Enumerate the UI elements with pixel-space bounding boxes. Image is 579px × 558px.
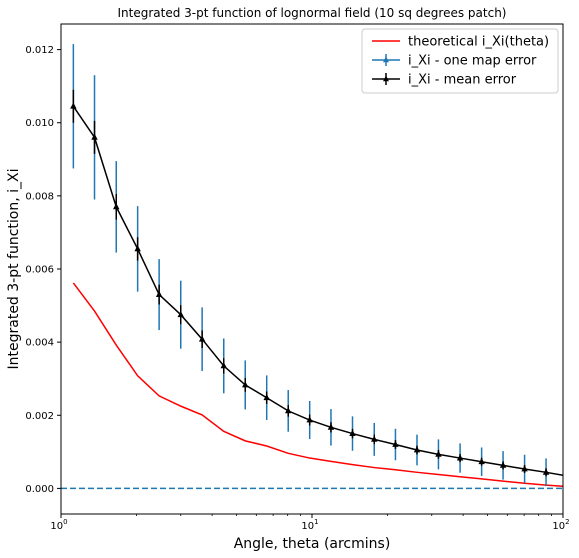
- mean-marker: [521, 465, 528, 472]
- legend-swatch-marker: [383, 56, 389, 63]
- mean-marker: [155, 290, 163, 297]
- x-tick-base: 10: [301, 521, 314, 532]
- y-tick-label: 0.000: [25, 484, 54, 495]
- x-tick-exponent: 1: [314, 518, 318, 526]
- mean-marker: [91, 133, 98, 140]
- series-theoretical-line: [72, 282, 563, 487]
- legend-box: [361, 28, 559, 94]
- y-tick-label: 0.002: [25, 411, 54, 422]
- mean-marker: [349, 429, 356, 436]
- legend-label: i_Xi - mean error: [408, 73, 517, 88]
- mean-marker: [371, 435, 378, 442]
- mean-marker: [435, 450, 442, 457]
- mean-marker: [392, 440, 399, 447]
- x-tick-base: 10: [50, 521, 63, 532]
- x-tick-exponent: 2: [565, 518, 569, 526]
- mean-marker: [198, 335, 206, 342]
- y-tick-label: 0.012: [25, 45, 54, 56]
- y-tick-label: 0.004: [25, 338, 54, 349]
- y-axis-title: Integrated 3-pt function, i_Xi: [6, 168, 22, 369]
- mean-marker: [113, 203, 120, 210]
- mean-marker: [542, 468, 550, 475]
- mean-marker: [499, 461, 507, 468]
- x-axis-title: Angle, theta (arcmins): [234, 536, 391, 552]
- x-tick-exponent: 0: [63, 518, 67, 526]
- plot-content: [61, 44, 563, 490]
- legend: theoretical i_Xi(theta) i_Xi - one map er…: [361, 28, 559, 94]
- legend-label: theoretical i_Xi(theta): [408, 35, 549, 50]
- x-tick-label: 102: [552, 518, 569, 532]
- legend-swatch-marker: [383, 75, 389, 82]
- legend-label: i_Xi - one map error: [408, 54, 537, 69]
- y-tick-label: 0.006: [25, 265, 54, 276]
- x-tick-label: 100: [50, 518, 67, 532]
- mean-marker: [478, 457, 485, 465]
- mean-marker: [177, 310, 184, 318]
- axes: 100 101 1020.0000.0020.0040.0060.0080.0100…: [25, 23, 570, 532]
- mean-marker: [327, 423, 335, 430]
- mean-marker: [134, 245, 141, 252]
- x-tick-label: 101: [301, 518, 318, 532]
- y-tick-label: 0.008: [25, 191, 54, 202]
- series-mean-line: [72, 105, 563, 476]
- x-tick-base: 10: [552, 521, 565, 532]
- plot-area: [61, 44, 563, 490]
- mean-marker: [70, 102, 77, 109]
- mean-marker: [456, 454, 464, 461]
- mean-marker: [263, 393, 270, 401]
- y-tick-label: 0.010: [25, 118, 54, 129]
- mean-marker: [220, 362, 227, 369]
- mean-marker: [413, 446, 421, 453]
- chart-title: Integrated 3-pt function of lognormal fi…: [118, 6, 507, 20]
- mean-marker: [306, 416, 313, 423]
- mean-marker: [242, 381, 249, 388]
- mean-marker: [285, 407, 292, 414]
